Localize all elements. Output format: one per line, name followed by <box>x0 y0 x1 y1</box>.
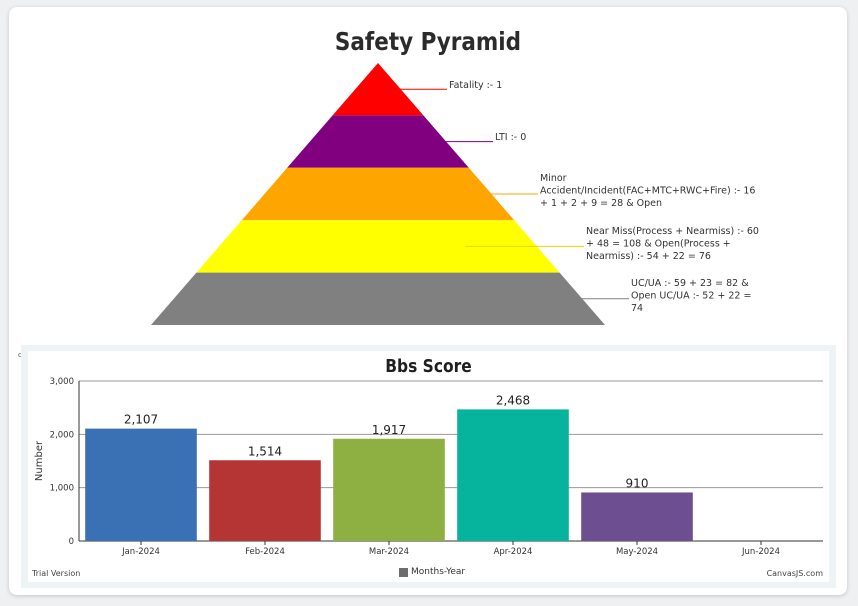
safety-pyramid: Fatality :- 1 LTI :- 0 Minor Accident/Incid… <box>151 63 759 325</box>
pyramid-level-5[interactable] <box>151 272 605 325</box>
bar-value-label: 910 <box>626 476 649 490</box>
pyramid-level-2[interactable] <box>287 115 469 168</box>
bbs-bar-chart: 0 1,000 2,000 3,000 Number 2,107 Jan-2024 1,514… <box>34 377 823 557</box>
pyramid-level-1[interactable] <box>332 63 424 116</box>
bbs-chart-area: Bbs Score 0 1,000 2,000 3,000 Number 2,107 Jan… <box>28 351 829 582</box>
bar-mar-2024[interactable] <box>333 438 445 541</box>
pyramid-label-4: + 48 = 108 & Open(Process + <box>586 239 731 250</box>
pyramid-label-5: UC/UA :- 59 + 23 = 82 & <box>631 278 749 289</box>
trial-version-label: Trial Version <box>32 569 81 578</box>
pyramid-label-4: Nearmiss) :- 54 + 22 = 76 <box>586 251 711 262</box>
pyramid-level-3[interactable] <box>241 167 515 221</box>
pyramid-label-3: Minor <box>540 173 567 184</box>
chart-legend[interactable]: Months-Year <box>399 567 465 577</box>
legend-swatch <box>399 567 408 577</box>
bar-value-label: 2,468 <box>496 393 530 407</box>
bbs-score-panel: Bbs Score 0 1,000 2,000 3,000 Number 2,107 Jan… <box>21 345 836 588</box>
legend-label: Months-Year <box>411 567 466 577</box>
pyramid-label-2: LTI :- 0 <box>495 132 526 143</box>
y-tick-label: 0 <box>69 537 74 547</box>
x-tick-label: Mar-2024 <box>369 547 409 557</box>
pyramid-label-3: + 1 + 2 + 9 = 28 & Open <box>540 198 662 209</box>
bar-value-label: 1,917 <box>372 423 406 437</box>
pyramid-label-5: Open UC/UA :- 52 + 22 = <box>631 291 751 302</box>
x-tick-label: Jan-2024 <box>121 547 160 557</box>
pyramid-label-5: 74 <box>631 303 643 314</box>
x-tick-label: Jun-2024 <box>741 547 780 557</box>
bar-value-label: 1,514 <box>248 444 282 458</box>
x-tick-label: Feb-2024 <box>245 547 285 557</box>
y-axis-title: Number <box>34 440 45 481</box>
pyramid-title: Safety Pyramid <box>334 27 522 56</box>
y-tick-label: 1,000 <box>50 484 74 494</box>
bar-may-2024[interactable] <box>581 492 693 541</box>
pyramid-label-4: Near Miss(Process + Nearmiss) :- 60 <box>586 226 759 237</box>
bbs-chart-title: Bbs Score <box>385 356 472 377</box>
pyramid-level-4[interactable] <box>196 220 560 273</box>
y-tick-label: 3,000 <box>50 377 74 387</box>
canvasjs-credit-link[interactable]: CanvasJS.com <box>766 569 823 578</box>
x-tick-label: May-2024 <box>616 547 658 557</box>
pyramid-label-3: Accident/Incident(FAC+MTC+RWC+Fire) :- 1… <box>540 186 755 197</box>
x-tick-label: Apr-2024 <box>494 547 533 557</box>
bar-apr-2024[interactable] <box>457 409 569 541</box>
bar-jan-2024[interactable] <box>85 428 197 541</box>
pyramid-credit-mark: c <box>18 351 22 359</box>
bar-feb-2024[interactable] <box>209 460 321 541</box>
bar-value-label: 2,107 <box>124 413 158 427</box>
y-tick-label: 2,000 <box>50 430 74 440</box>
pyramid-label-1: Fatality :- 1 <box>449 80 502 91</box>
